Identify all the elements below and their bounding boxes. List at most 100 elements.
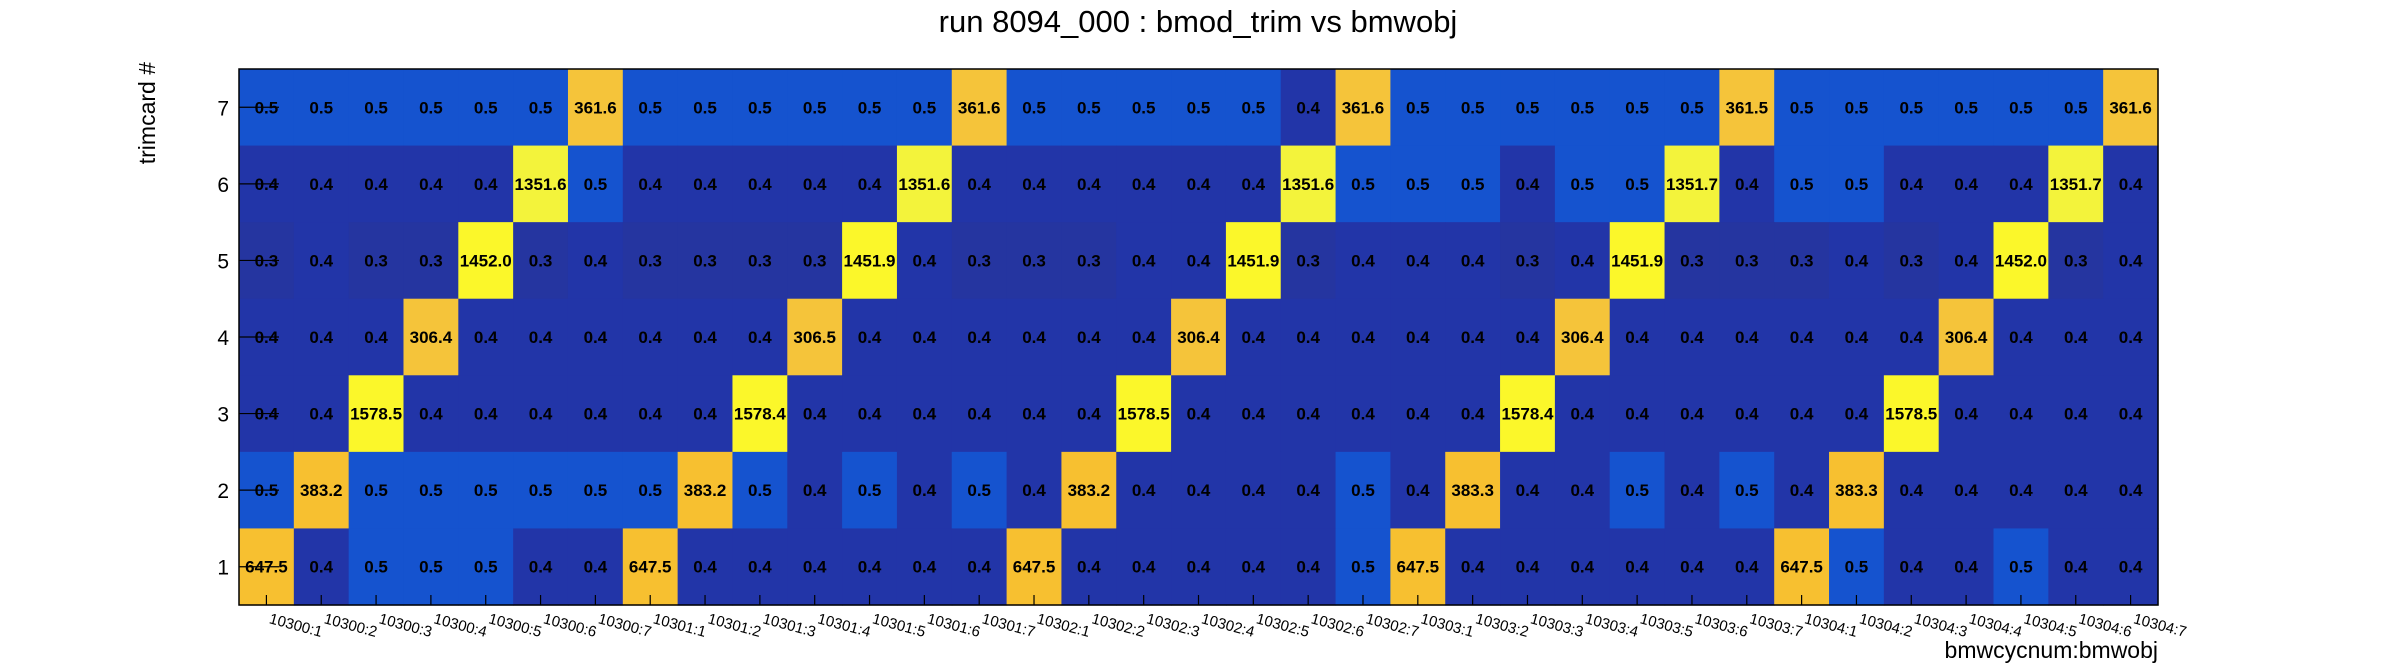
cell-value-label: 0.4: [913, 405, 937, 424]
heatmap-cell: [1006, 451, 1063, 530]
x-tick-label: 10301:5: [870, 610, 927, 640]
cell-value-label: 0.4: [1735, 328, 1759, 347]
heatmap-cell: [513, 375, 569, 453]
heatmap-cell: [2103, 528, 2159, 606]
heatmap-cell: [1390, 298, 1446, 376]
heatmap-cell: [1993, 69, 2049, 147]
cell-value-label: 306.5: [793, 328, 836, 347]
cell-value-label: 0.4: [364, 328, 388, 347]
heatmap-cell: [2103, 375, 2159, 453]
heatmap-cell: [677, 528, 734, 606]
cell-value-label: 0.5: [474, 558, 498, 577]
cell-value-label: 1578.5: [1885, 405, 1937, 424]
cell-value-label: 0.5: [693, 98, 717, 117]
cell-value-label: 0.4: [913, 558, 937, 577]
cell-value-label: 0.4: [529, 405, 553, 424]
cell-value-label: 361.6: [1342, 98, 1385, 117]
cell-value-label: 0.5: [529, 481, 553, 500]
cell-value-label: 0.4: [364, 175, 388, 194]
heatmap-cell: [1664, 69, 1720, 147]
heatmap-cell: [1664, 451, 1720, 530]
cell-value-label: 0.4: [858, 405, 882, 424]
heatmap-cell: [1335, 222, 1391, 300]
cell-value-label: 0.5: [803, 98, 827, 117]
heatmap-cell: [1006, 145, 1063, 223]
cell-value-label: 0.4: [529, 558, 553, 577]
heatmap-cell: [1609, 69, 1666, 147]
heatmap-cell: [1006, 528, 1063, 606]
heatmap-cell: [1006, 375, 1063, 453]
heatmap-cell: [1719, 451, 1775, 530]
cell-value-label: 1451.9: [1227, 251, 1279, 270]
heatmap-cell: [896, 298, 953, 376]
x-tick-label: 10300:7: [596, 610, 653, 640]
heatmap-cell: [567, 69, 624, 147]
heatmap-cell: [2103, 451, 2159, 530]
heatmap-cell: [1225, 451, 1282, 530]
heatmap-cell: [1116, 222, 1172, 300]
y-tick-label: 5: [217, 250, 229, 273]
heatmap-cell: [1554, 375, 1611, 453]
cell-value-label: 647.5: [1397, 558, 1440, 577]
cell-value-label: 0.4: [748, 175, 772, 194]
heatmap-cell: [1335, 298, 1391, 376]
heatmap-cell: [1061, 451, 1117, 530]
cell-value-label: 0.4: [1570, 558, 1594, 577]
cell-value-label: 0.4: [1022, 405, 1046, 424]
x-tick-label: 10302:1: [1035, 610, 1092, 640]
heatmap-cell: [1829, 69, 1885, 147]
cell-value-label: 0.4: [1077, 558, 1101, 577]
x-tick-label: 10303:7: [1748, 610, 1805, 640]
heatmap-cell: [896, 222, 953, 300]
heatmap-cell: [1554, 528, 1611, 606]
cell-value-label: 647.5: [1013, 558, 1056, 577]
heatmap-cell: [1445, 145, 1501, 223]
cell-value-label: 0.4: [967, 175, 991, 194]
x-tick-label: 10301:2: [706, 610, 763, 640]
cell-value-label: 0.5: [1954, 98, 1978, 117]
heatmap-cell: [622, 222, 679, 300]
heatmap-cell: [787, 145, 843, 223]
cell-value-label: 383.2: [1068, 481, 1111, 500]
heatmap-cell: [458, 145, 514, 223]
cell-value-label: 0.5: [1461, 98, 1485, 117]
x-tick-label: 10300:1: [267, 610, 324, 640]
cell-value-label: 0.4: [1077, 175, 1101, 194]
cell-value-label: 0.3: [748, 251, 772, 270]
heatmap-cell: [513, 69, 569, 147]
cell-value-label: 0.4: [309, 175, 333, 194]
cell-value-label: 0.5: [1187, 98, 1211, 117]
cell-value-label: 0.4: [1242, 405, 1266, 424]
heatmap-cell: [622, 375, 679, 453]
cell-value-label: 0.4: [309, 405, 333, 424]
cell-value-label: 1578.4: [734, 405, 787, 424]
cell-value-label: 0.5: [419, 481, 443, 500]
heatmap-cell: [458, 375, 514, 453]
cell-value-label: 0.5: [1845, 558, 1869, 577]
heatmap-cell: [677, 145, 734, 223]
cell-value-label: 306.4: [410, 328, 453, 347]
cell-value-label: 0.4: [309, 558, 333, 577]
cell-value-label: 0.4: [913, 328, 937, 347]
heatmap-cell: [2048, 451, 2104, 530]
heatmap-cell: [732, 528, 788, 606]
heatmap-cell: [567, 298, 624, 376]
x-axis-title: bmwcycnum:bmwobj: [1945, 637, 2158, 663]
cell-value-label: 0.5: [913, 98, 937, 117]
heatmap-cell: [293, 145, 350, 223]
heatmap-cell: [1609, 528, 1666, 606]
x-tick-label: 10300:6: [542, 610, 599, 640]
heatmap-cell: [1225, 69, 1282, 147]
cell-value-label: 0.5: [529, 98, 553, 117]
cell-value-label: 1351.6: [1282, 175, 1334, 194]
heatmap-cell: [1061, 298, 1117, 376]
cell-value-label: 0.4: [1680, 481, 1704, 500]
cell-value-label: 0.5: [1570, 98, 1594, 117]
heatmap-cell: [951, 145, 1008, 223]
cell-value-label: 0.4: [1132, 481, 1156, 500]
heatmap-cell: [1719, 145, 1775, 223]
cell-value-label: 383.3: [1451, 481, 1494, 500]
cell-value-label: 0.3: [1077, 251, 1101, 270]
heatmap-cell: [1938, 375, 1995, 453]
heatmap-cell: [293, 451, 350, 530]
